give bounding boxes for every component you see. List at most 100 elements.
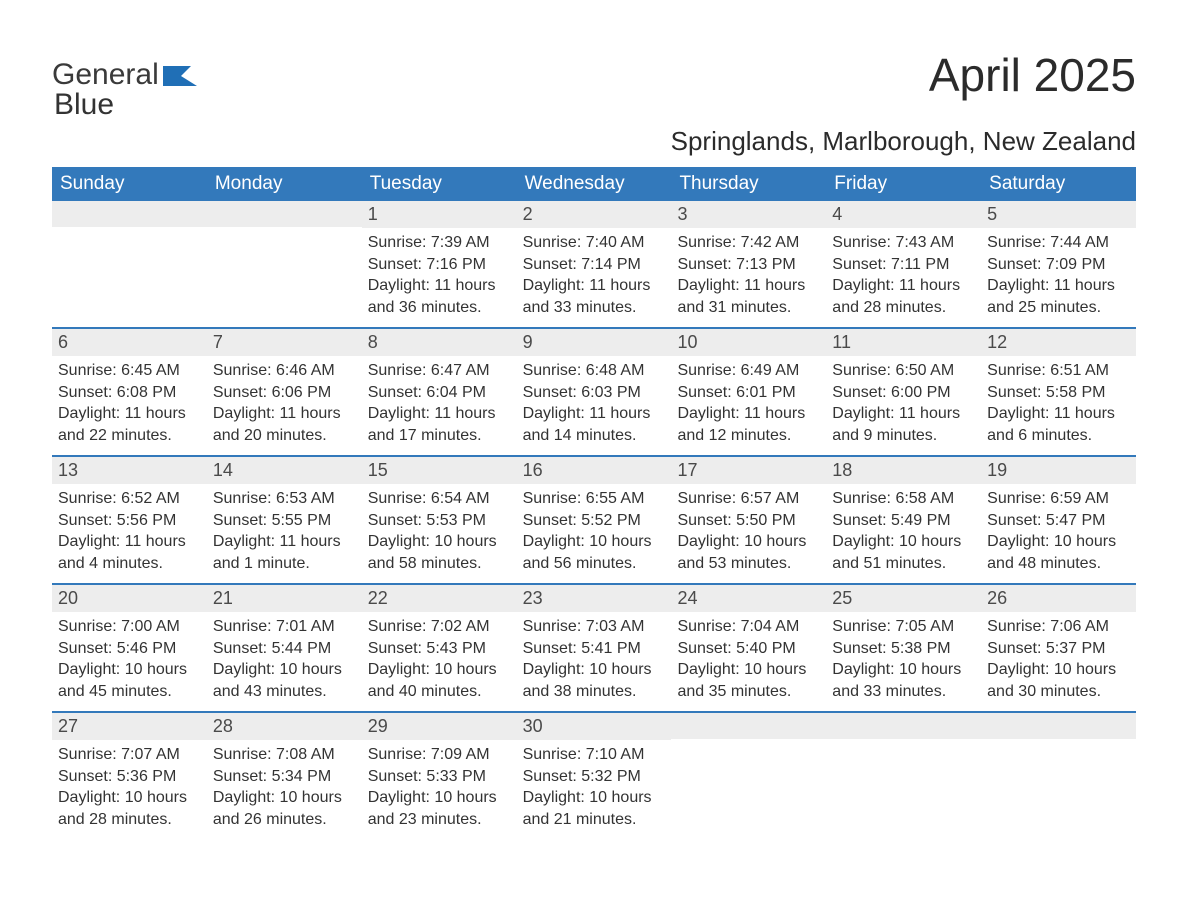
sunset-text: Sunset: 6:06 PM (213, 382, 356, 404)
day-header: Monday (207, 167, 362, 201)
day-details: Sunrise: 7:39 AMSunset: 7:16 PMDaylight:… (362, 228, 517, 318)
day-number: 21 (207, 585, 362, 612)
sunrise-text: Sunrise: 6:57 AM (677, 488, 820, 510)
day-header: Wednesday (517, 167, 672, 201)
sunset-text: Sunset: 5:58 PM (987, 382, 1130, 404)
day-header: Saturday (981, 167, 1136, 201)
sunrise-text: Sunrise: 6:59 AM (987, 488, 1130, 510)
sunset-text: Sunset: 5:53 PM (368, 510, 511, 532)
day-number: 22 (362, 585, 517, 612)
day-number: 7 (207, 329, 362, 356)
day-cell (207, 201, 362, 327)
day-cell (981, 713, 1136, 839)
day-cell: 17Sunrise: 6:57 AMSunset: 5:50 PMDayligh… (671, 457, 826, 583)
sunrise-text: Sunrise: 6:51 AM (987, 360, 1130, 382)
sunset-text: Sunset: 5:52 PM (523, 510, 666, 532)
sunrise-text: Sunrise: 7:02 AM (368, 616, 511, 638)
day-details: Sunrise: 6:55 AMSunset: 5:52 PMDaylight:… (517, 484, 672, 574)
sunrise-text: Sunrise: 7:08 AM (213, 744, 356, 766)
day-cell: 9Sunrise: 6:48 AMSunset: 6:03 PMDaylight… (517, 329, 672, 455)
day-number: 20 (52, 585, 207, 612)
day-cell: 10Sunrise: 6:49 AMSunset: 6:01 PMDayligh… (671, 329, 826, 455)
day-cell: 11Sunrise: 6:50 AMSunset: 6:00 PMDayligh… (826, 329, 981, 455)
day-details: Sunrise: 7:07 AMSunset: 5:36 PMDaylight:… (52, 740, 207, 830)
daylight-text: Daylight: 10 hours and 33 minutes. (832, 659, 975, 702)
day-cell: 14Sunrise: 6:53 AMSunset: 5:55 PMDayligh… (207, 457, 362, 583)
day-details: Sunrise: 7:01 AMSunset: 5:44 PMDaylight:… (207, 612, 362, 702)
calendar: SundayMondayTuesdayWednesdayThursdayFrid… (52, 167, 1136, 839)
daylight-text: Daylight: 10 hours and 45 minutes. (58, 659, 201, 702)
sunrise-text: Sunrise: 7:09 AM (368, 744, 511, 766)
sunset-text: Sunset: 7:11 PM (832, 254, 975, 276)
day-number (671, 713, 826, 739)
sunrise-text: Sunrise: 6:45 AM (58, 360, 201, 382)
day-details: Sunrise: 6:45 AMSunset: 6:08 PMDaylight:… (52, 356, 207, 446)
sunset-text: Sunset: 5:36 PM (58, 766, 201, 788)
day-number: 11 (826, 329, 981, 356)
sunset-text: Sunset: 5:56 PM (58, 510, 201, 532)
daylight-text: Daylight: 11 hours and 25 minutes. (987, 275, 1130, 318)
sunset-text: Sunset: 7:13 PM (677, 254, 820, 276)
day-number: 24 (671, 585, 826, 612)
day-cell (52, 201, 207, 327)
sunset-text: Sunset: 5:34 PM (213, 766, 356, 788)
sunrise-text: Sunrise: 6:49 AM (677, 360, 820, 382)
day-details: Sunrise: 6:46 AMSunset: 6:06 PMDaylight:… (207, 356, 362, 446)
day-number: 19 (981, 457, 1136, 484)
daylight-text: Daylight: 10 hours and 30 minutes. (987, 659, 1130, 702)
day-cell: 30Sunrise: 7:10 AMSunset: 5:32 PMDayligh… (517, 713, 672, 839)
day-number: 15 (362, 457, 517, 484)
day-cell: 16Sunrise: 6:55 AMSunset: 5:52 PMDayligh… (517, 457, 672, 583)
sunset-text: Sunset: 5:46 PM (58, 638, 201, 660)
day-number: 10 (671, 329, 826, 356)
day-number: 17 (671, 457, 826, 484)
day-details: Sunrise: 6:48 AMSunset: 6:03 PMDaylight:… (517, 356, 672, 446)
sunset-text: Sunset: 5:55 PM (213, 510, 356, 532)
sunset-text: Sunset: 5:32 PM (523, 766, 666, 788)
sunrise-text: Sunrise: 7:07 AM (58, 744, 201, 766)
daylight-text: Daylight: 10 hours and 21 minutes. (523, 787, 666, 830)
day-cell: 4Sunrise: 7:43 AMSunset: 7:11 PMDaylight… (826, 201, 981, 327)
day-header: Thursday (671, 167, 826, 201)
sunrise-text: Sunrise: 7:00 AM (58, 616, 201, 638)
day-number: 13 (52, 457, 207, 484)
sunset-text: Sunset: 5:50 PM (677, 510, 820, 532)
day-cell: 27Sunrise: 7:07 AMSunset: 5:36 PMDayligh… (52, 713, 207, 839)
sunrise-text: Sunrise: 7:05 AM (832, 616, 975, 638)
sunrise-text: Sunrise: 7:44 AM (987, 232, 1130, 254)
day-cell: 22Sunrise: 7:02 AMSunset: 5:43 PMDayligh… (362, 585, 517, 711)
sunrise-text: Sunrise: 6:58 AM (832, 488, 975, 510)
day-cell: 8Sunrise: 6:47 AMSunset: 6:04 PMDaylight… (362, 329, 517, 455)
day-number: 18 (826, 457, 981, 484)
day-details: Sunrise: 6:52 AMSunset: 5:56 PMDaylight:… (52, 484, 207, 574)
day-details: Sunrise: 7:08 AMSunset: 5:34 PMDaylight:… (207, 740, 362, 830)
sunset-text: Sunset: 5:37 PM (987, 638, 1130, 660)
daylight-text: Daylight: 10 hours and 40 minutes. (368, 659, 511, 702)
day-cell: 18Sunrise: 6:58 AMSunset: 5:49 PMDayligh… (826, 457, 981, 583)
day-details: Sunrise: 7:40 AMSunset: 7:14 PMDaylight:… (517, 228, 672, 318)
sunset-text: Sunset: 6:01 PM (677, 382, 820, 404)
day-number: 26 (981, 585, 1136, 612)
day-header: Sunday (52, 167, 207, 201)
day-cell: 25 Sunrise: 7:05 AMSunset: 5:38 PMDayligh… (826, 585, 981, 711)
day-details: Sunrise: 6:50 AMSunset: 6:00 PMDaylight:… (826, 356, 981, 446)
day-number: 14 (207, 457, 362, 484)
day-number: 4 (826, 201, 981, 228)
daylight-text: Daylight: 11 hours and 22 minutes. (58, 403, 201, 446)
sunset-text: Sunset: 7:09 PM (987, 254, 1130, 276)
sunset-text: Sunset: 5:41 PM (523, 638, 666, 660)
day-number: 25 (826, 585, 981, 612)
sunrise-text: Sunrise: 6:54 AM (368, 488, 511, 510)
daylight-text: Daylight: 10 hours and 48 minutes. (987, 531, 1130, 574)
day-cell: 29Sunrise: 7:09 AMSunset: 5:33 PMDayligh… (362, 713, 517, 839)
page-title: April 2025 (929, 48, 1136, 102)
daylight-text: Daylight: 11 hours and 36 minutes. (368, 275, 511, 318)
sunrise-text: Sunrise: 7:40 AM (523, 232, 666, 254)
sunset-text: Sunset: 5:38 PM (832, 638, 975, 660)
day-cell: 15Sunrise: 6:54 AMSunset: 5:53 PMDayligh… (362, 457, 517, 583)
calendar-week: 1Sunrise: 7:39 AMSunset: 7:16 PMDaylight… (52, 201, 1136, 327)
day-cell: 1Sunrise: 7:39 AMSunset: 7:16 PMDaylight… (362, 201, 517, 327)
daylight-text: Daylight: 11 hours and 6 minutes. (987, 403, 1130, 446)
day-details: Sunrise: 6:59 AMSunset: 5:47 PMDaylight:… (981, 484, 1136, 574)
day-details: Sunrise: 6:58 AMSunset: 5:49 PMDaylight:… (826, 484, 981, 574)
